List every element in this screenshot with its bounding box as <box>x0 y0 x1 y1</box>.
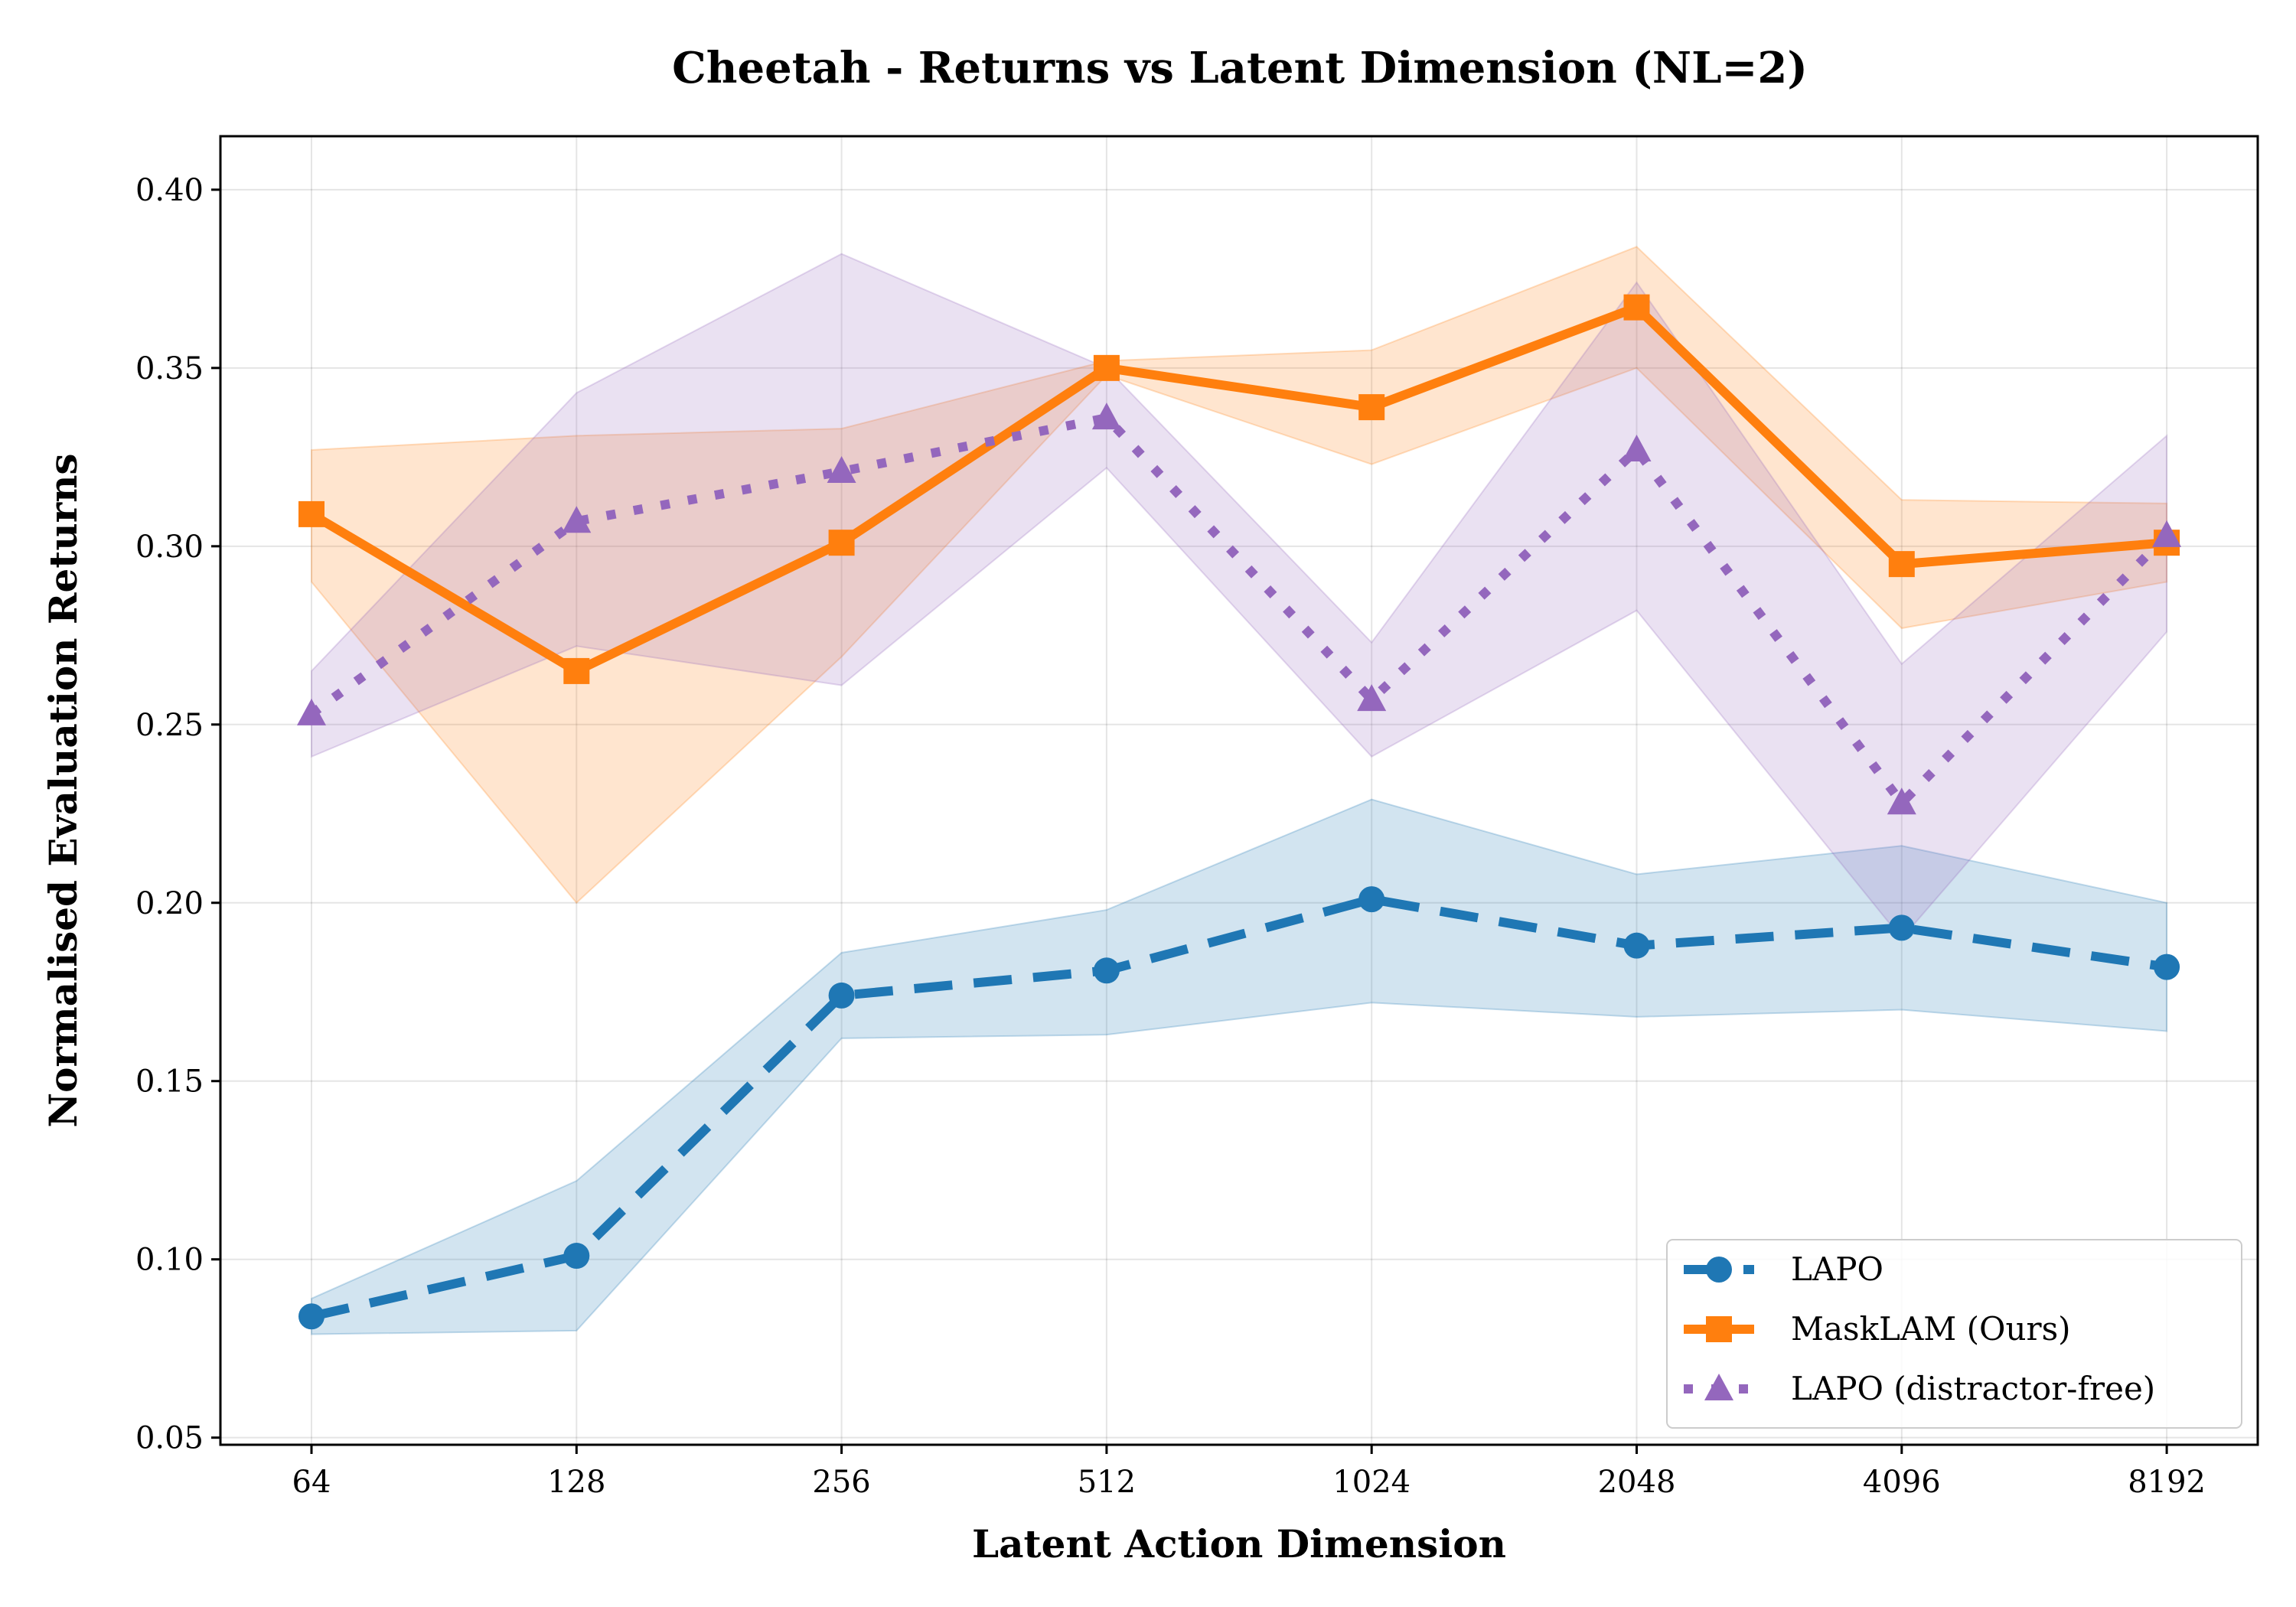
plot-frame <box>219 135 2259 1446</box>
y-tick-label: 0.15 <box>135 1064 204 1100</box>
series-markers <box>297 294 2182 1330</box>
point-masklam-ours <box>1888 551 1915 578</box>
x-tick-label: 2048 <box>1598 1465 1676 1500</box>
band-lapo-distractor-free <box>311 253 2168 940</box>
legend-label-masklam-ours: MaskLAM (Ours) <box>1791 1310 2071 1348</box>
point-lapo <box>563 1243 590 1270</box>
x-tick-label: 256 <box>812 1465 870 1500</box>
x-axis-label: Latent Action Dimension <box>972 1521 1506 1566</box>
point-lapo <box>828 982 855 1009</box>
y-tick-label: 0.35 <box>135 351 204 386</box>
legend-box <box>1666 1239 2242 1429</box>
legend-label-lapo-distractor-free: LAPO (distractor-free) <box>1791 1370 2155 1407</box>
line-masklam-ours <box>308 302 2167 676</box>
point-masklam-ours <box>563 657 590 684</box>
x-tick-label: 4096 <box>1863 1465 1941 1500</box>
band-lapo <box>311 798 2168 1335</box>
y-axis-ticks: 0.05 0.10 0.15 0.20 0.25 0.30 0.35 0.40 <box>135 173 220 1456</box>
legend-marker-lapo-distractor-free <box>1704 1374 1733 1400</box>
legend-label-lapo: LAPO <box>1791 1250 1883 1288</box>
legend-marker-lapo <box>1706 1257 1732 1283</box>
legend-marker-masklam-ours <box>1706 1316 1732 1342</box>
legend: LAPO MaskLAM (Ours) LAPO (distractor-free) <box>1666 1239 2242 1429</box>
series-lines <box>308 302 2170 1322</box>
x-tick-label: 64 <box>292 1465 331 1500</box>
point-lapo-distractor-free <box>2152 520 2182 547</box>
point-lapo-distractor-free <box>827 455 856 483</box>
y-tick-label: 0.20 <box>135 886 204 921</box>
band-masklam-ours <box>311 246 2168 905</box>
x-axis-ticks: 64 128 256 512 1024 2048 4096 8192 <box>292 1445 2206 1500</box>
point-masklam-ours <box>1358 394 1385 421</box>
point-masklam-ours <box>298 500 325 527</box>
y-tick-label: 0.40 <box>135 173 204 208</box>
line-lapo <box>310 895 2167 1322</box>
y-axis-label: Normalised Evaluation Returns <box>41 453 86 1127</box>
y-tick-label: 0.05 <box>135 1421 204 1456</box>
point-lapo <box>298 1303 325 1330</box>
y-tick-label: 0.25 <box>135 708 204 743</box>
point-lapo-distractor-free <box>562 506 592 533</box>
point-lapo-distractor-free <box>1357 684 1387 712</box>
x-tick-label: 8192 <box>2128 1465 2206 1500</box>
point-masklam-ours <box>1093 354 1120 381</box>
chart-title: Cheetah - Returns vs Latent Dimension (N… <box>672 43 1808 93</box>
point-masklam-ours <box>828 530 855 556</box>
point-lapo-distractor-free <box>1887 787 1916 815</box>
point-lapo <box>1093 957 1120 984</box>
point-lapo-distractor-free <box>1622 435 1652 462</box>
point-lapo <box>1623 932 1650 959</box>
y-tick-label: 0.30 <box>135 530 204 565</box>
point-masklam-ours <box>1623 294 1650 321</box>
x-tick-label: 128 <box>547 1465 605 1500</box>
point-lapo-distractor-free <box>1091 403 1121 430</box>
point-lapo <box>2154 953 2180 980</box>
point-lapo <box>1888 914 1915 941</box>
error-bands <box>311 246 2168 1335</box>
x-tick-label: 1024 <box>1332 1465 1411 1500</box>
y-tick-label: 0.10 <box>135 1243 204 1278</box>
point-lapo <box>1358 886 1385 913</box>
line-lapo-distractor-free <box>308 413 2170 808</box>
point-lapo-distractor-free <box>297 698 326 725</box>
x-tick-label: 512 <box>1078 1465 1136 1500</box>
